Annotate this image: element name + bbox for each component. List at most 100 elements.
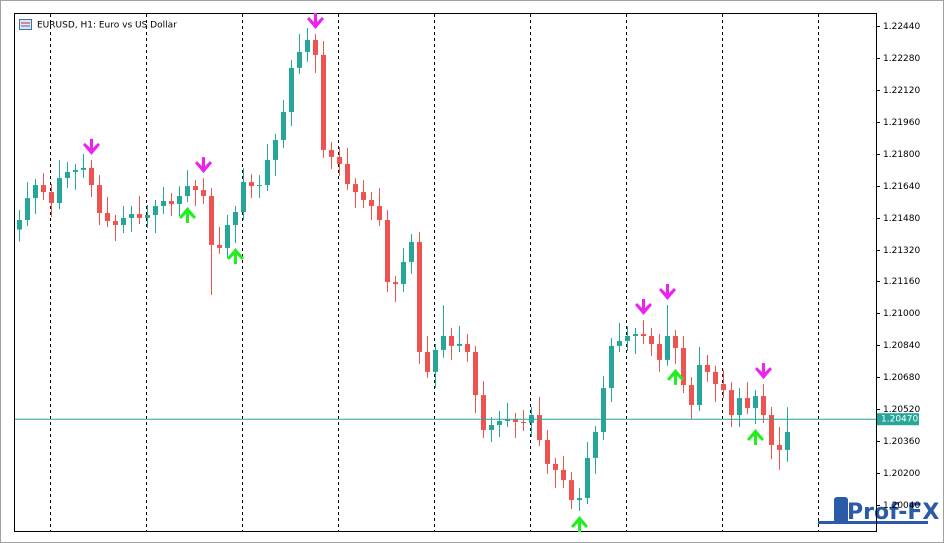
plot-frame xyxy=(14,13,877,532)
candle-body xyxy=(161,201,166,207)
candle-body xyxy=(609,345,614,389)
candle-body xyxy=(289,67,294,113)
candle-body xyxy=(201,190,206,197)
candle-body xyxy=(745,398,750,409)
candle-body xyxy=(345,163,350,185)
candle-body xyxy=(625,335,630,341)
logo xyxy=(818,497,928,524)
candle-body xyxy=(633,333,638,336)
candle-body xyxy=(601,388,606,432)
watermark: Prof-FX xyxy=(847,500,939,525)
candle-body xyxy=(401,261,406,285)
candle-body xyxy=(65,171,70,179)
candle-body xyxy=(81,167,86,170)
y-tick-label: 1.20360 xyxy=(883,437,920,447)
candle-body xyxy=(257,185,262,187)
candle-body xyxy=(33,185,38,199)
candle-body xyxy=(545,439,550,464)
candle-body xyxy=(713,371,718,385)
candle-body xyxy=(281,112,286,140)
candle-body xyxy=(689,385,694,406)
y-tick-label: 1.21160 xyxy=(883,277,920,287)
y-tick-label: 1.20200 xyxy=(883,469,920,479)
candle-body xyxy=(329,149,334,157)
candle-body xyxy=(273,139,278,160)
buy-arrow xyxy=(747,429,764,446)
logo-mark xyxy=(834,497,848,523)
candle-body xyxy=(113,220,118,225)
current-price-label: 1.20470 xyxy=(881,415,918,425)
candle-body xyxy=(409,241,414,262)
candle-body xyxy=(225,224,230,248)
candle-body xyxy=(217,244,222,248)
candle-body xyxy=(721,384,726,391)
candle-body xyxy=(321,54,326,150)
candle-body xyxy=(641,333,646,336)
candle-body xyxy=(673,335,678,348)
y-tick-label: 1.20840 xyxy=(883,341,920,351)
candle-body xyxy=(137,214,142,219)
candle-body xyxy=(385,220,390,283)
candle-body xyxy=(145,215,150,219)
candle-body xyxy=(57,178,62,204)
buy-arrow xyxy=(179,207,196,224)
icon xyxy=(19,19,32,30)
y-tick-label: 1.22440 xyxy=(883,22,920,32)
candle-body xyxy=(377,206,382,221)
candle-body xyxy=(153,206,158,216)
candle-body xyxy=(497,421,502,426)
candle-body xyxy=(729,390,734,416)
candle-body xyxy=(185,186,190,197)
y-tick-label: 1.21320 xyxy=(883,246,920,256)
candle-body xyxy=(769,415,774,445)
sell-arrow xyxy=(659,284,676,301)
candle-body xyxy=(105,213,110,221)
current-price-box xyxy=(877,413,919,426)
candle-body xyxy=(569,480,574,501)
sell-arrow xyxy=(307,12,324,29)
candles xyxy=(17,27,790,512)
candle-body xyxy=(25,198,30,221)
candle-body xyxy=(761,396,766,416)
candle-body xyxy=(121,218,126,225)
candle-body xyxy=(337,156,342,164)
y-tick-label: 1.22120 xyxy=(883,86,920,96)
candle-body xyxy=(737,398,742,416)
candle-body xyxy=(649,335,654,344)
candle-body xyxy=(233,212,238,225)
candle-body xyxy=(513,419,518,423)
buy-arrow xyxy=(227,247,244,264)
candle-body xyxy=(177,196,182,205)
candle-body xyxy=(313,39,318,55)
y-tick-label: 1.21960 xyxy=(883,118,920,128)
y-tick-label: 1.21800 xyxy=(883,150,920,160)
y-tick-label: 1.20520 xyxy=(883,405,920,415)
sell-arrow xyxy=(635,299,652,316)
candle-body xyxy=(753,396,758,409)
candle-body xyxy=(97,185,102,214)
candle-body xyxy=(169,201,174,205)
candle-body xyxy=(129,214,134,219)
candle-body xyxy=(361,192,366,201)
candle-body xyxy=(537,415,542,440)
sell-arrow xyxy=(195,157,212,174)
candle-body xyxy=(425,351,430,372)
candle-body xyxy=(353,184,358,193)
candle-body xyxy=(457,343,462,346)
candle-body xyxy=(433,349,438,372)
day-separators xyxy=(50,14,819,531)
candle-body xyxy=(593,431,598,458)
buy-arrow xyxy=(571,516,588,533)
candle-body xyxy=(305,39,310,52)
candle-body xyxy=(297,51,302,68)
y-tick-label: 1.20040 xyxy=(883,501,920,511)
candle-body xyxy=(209,196,214,245)
sell-arrow xyxy=(83,138,100,155)
candle-body xyxy=(777,444,782,450)
candle-body xyxy=(417,241,422,352)
buy-arrow xyxy=(667,368,684,385)
y-tick-label: 1.20680 xyxy=(883,373,920,383)
candle-body xyxy=(657,343,662,360)
y-tick-label: 1.22280 xyxy=(883,54,920,64)
candle-body xyxy=(89,167,94,186)
